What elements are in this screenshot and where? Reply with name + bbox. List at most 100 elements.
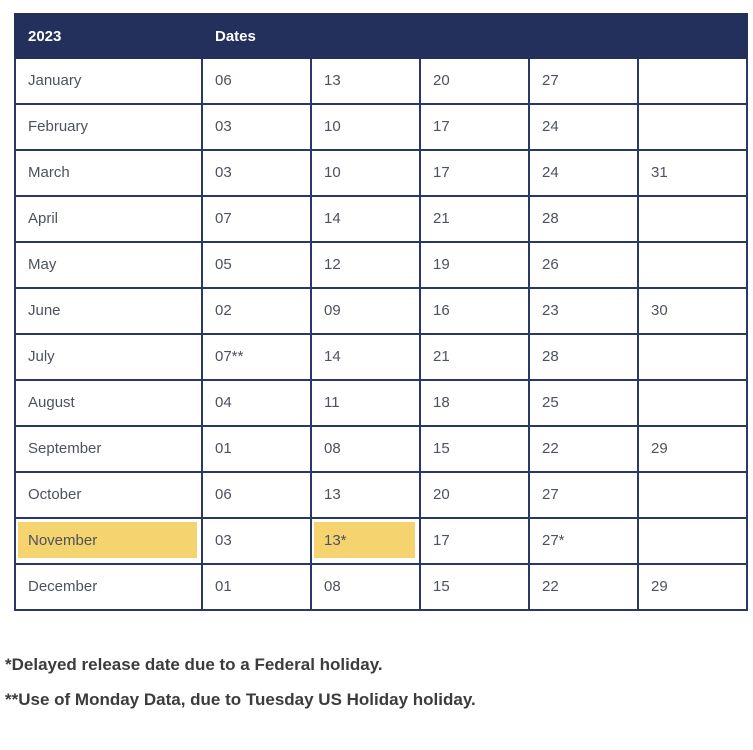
date-value: 17: [433, 117, 450, 135]
date-value: 23: [542, 301, 559, 319]
date-value: [641, 108, 742, 144]
month-label: August: [28, 393, 75, 411]
month-cell: February: [14, 103, 203, 151]
date-cell: 03: [201, 103, 312, 151]
date-cell: 22: [528, 563, 639, 611]
date-cell: 31: [636, 149, 749, 197]
date-value: 17: [433, 163, 450, 181]
date-value: 05: [215, 255, 232, 273]
month-cell: April: [14, 195, 203, 243]
footnotes: *Delayed release date due to a Federal h…: [5, 654, 753, 711]
date-value: 27*: [542, 531, 565, 549]
date-cell: 21: [419, 333, 530, 381]
date-cell: [636, 57, 749, 105]
date-value: 08: [324, 577, 341, 595]
date-value: 15: [433, 439, 450, 457]
month-cell: December: [14, 563, 203, 611]
date-value: 17: [433, 531, 450, 549]
date-cell: 06: [201, 471, 312, 519]
date-cell: 03: [201, 517, 312, 565]
date-value: 13: [324, 485, 341, 503]
date-cell: 24: [528, 149, 639, 197]
date-value: 12: [324, 255, 341, 273]
date-value: 21: [433, 209, 450, 227]
date-cell: 21: [419, 195, 530, 243]
date-value: 03: [215, 163, 232, 181]
table-row: June 02 09 16 23 30: [14, 287, 749, 335]
month-cell: May: [14, 241, 203, 289]
date-cell: [636, 241, 749, 289]
table-row: September 01 08 15 22 29: [14, 425, 749, 473]
date-cell: 26: [528, 241, 639, 289]
table-row: February 03 10 17 24: [14, 103, 749, 151]
date-value: 03: [215, 531, 232, 549]
date-value: 29: [651, 439, 668, 457]
date-value: 03: [215, 117, 232, 135]
month-label: November: [18, 522, 197, 558]
date-cell: [636, 379, 749, 427]
date-cell: 01: [201, 563, 312, 611]
date-value: 21: [433, 347, 450, 365]
date-value: 25: [542, 393, 559, 411]
date-cell: 10: [310, 103, 421, 151]
date-cell: 29: [636, 425, 749, 473]
date-cell: 19: [419, 241, 530, 289]
month-cell: March: [14, 149, 203, 197]
month-label: May: [28, 255, 57, 273]
date-cell: 13: [310, 57, 421, 105]
date-cell: 06: [201, 57, 312, 105]
footnote-federal-holiday: *Delayed release date due to a Federal h…: [5, 655, 383, 674]
date-value: 10: [324, 163, 341, 181]
date-value: 20: [433, 71, 450, 89]
date-cell: 11: [310, 379, 421, 427]
date-value: 28: [542, 209, 559, 227]
date-cell: [636, 103, 749, 151]
release-schedule: 2023 Dates January 06 13 20 27 February 03 10 17…: [14, 13, 753, 611]
date-value: 14: [324, 347, 341, 365]
date-cell: 09: [310, 287, 421, 335]
date-value: 29: [651, 577, 668, 595]
month-cell: October: [14, 471, 203, 519]
date-cell: 27*: [528, 517, 639, 565]
month-label: October: [28, 485, 82, 503]
date-value: 01: [215, 439, 232, 457]
date-value: [641, 62, 742, 98]
footnote-monday-data: **Use of Monday Data, due to Tuesday US …: [5, 690, 476, 710]
month-label: January: [28, 71, 82, 89]
date-cell: 23: [528, 287, 639, 335]
table-row: April 07 14 21 28: [14, 195, 749, 243]
date-cell: 05: [201, 241, 312, 289]
year-header-cell: 2023: [14, 13, 203, 59]
month-label: July: [28, 347, 55, 365]
date-cell: 20: [419, 471, 530, 519]
date-value: 18: [433, 393, 450, 411]
table-row: May 05 12 19 26: [14, 241, 749, 289]
month-label: September: [28, 439, 102, 457]
date-value: [641, 476, 742, 512]
date-cell: 07**: [201, 333, 312, 381]
date-cell: 02: [201, 287, 312, 335]
date-value: 07**: [215, 347, 244, 365]
date-cell: 16: [419, 287, 530, 335]
date-cell: 18: [419, 379, 530, 427]
date-value: [641, 200, 742, 236]
date-cell: 22: [528, 425, 639, 473]
date-cell: 14: [310, 333, 421, 381]
date-cell: [636, 333, 749, 381]
date-value: 20: [433, 485, 450, 503]
month-cell: June: [14, 287, 203, 335]
date-value: [641, 522, 742, 558]
date-value: 10: [324, 117, 341, 135]
date-value: 16: [433, 301, 450, 319]
table-body: January 06 13 20 27 February 03 10 17 24 March 03 10…: [14, 57, 749, 611]
date-cell: 17: [419, 517, 530, 565]
month-label: March: [28, 163, 70, 181]
date-value: 30: [651, 301, 668, 319]
date-value: 19: [433, 255, 450, 273]
table-row: July 07** 14 21 28: [14, 333, 749, 381]
date-cell: 13: [310, 471, 421, 519]
table-row: January 06 13 20 27: [14, 57, 749, 105]
month-cell: July: [14, 333, 203, 381]
date-value: 26: [542, 255, 559, 273]
date-value: 22: [542, 439, 559, 457]
